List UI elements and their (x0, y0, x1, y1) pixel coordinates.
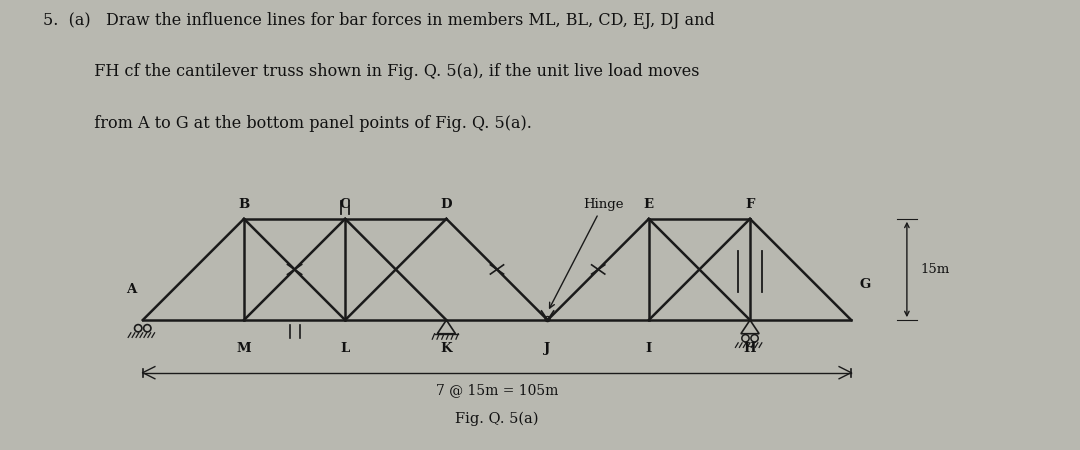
Text: C: C (340, 198, 350, 211)
Text: I: I (646, 342, 652, 356)
Text: H: H (744, 342, 756, 356)
Text: from A to G at the bottom panel points of Fig. Q. 5(a).: from A to G at the bottom panel points o… (43, 115, 532, 132)
Text: 7 @ 15m = 105m: 7 @ 15m = 105m (436, 383, 558, 397)
Text: 15m: 15m (920, 263, 949, 276)
Text: Fig. Q. 5(a): Fig. Q. 5(a) (456, 411, 539, 426)
Text: B: B (239, 198, 249, 211)
Text: G: G (860, 278, 870, 291)
Text: L: L (340, 342, 350, 356)
Text: Hinge: Hinge (550, 198, 623, 308)
Text: FH cf the cantilever truss shown in Fig. Q. 5(a), if the unit live load moves: FH cf the cantilever truss shown in Fig.… (43, 63, 700, 81)
Text: K: K (441, 342, 453, 356)
Text: E: E (644, 198, 653, 211)
Text: M: M (237, 342, 252, 356)
Text: 5.  (a)   Draw the influence lines for bar forces in members ML, BL, CD, EJ, DJ : 5. (a) Draw the influence lines for bar … (43, 12, 715, 28)
Text: A: A (126, 283, 137, 296)
Text: J: J (544, 342, 551, 356)
Text: D: D (441, 198, 453, 211)
Text: F: F (745, 198, 755, 211)
